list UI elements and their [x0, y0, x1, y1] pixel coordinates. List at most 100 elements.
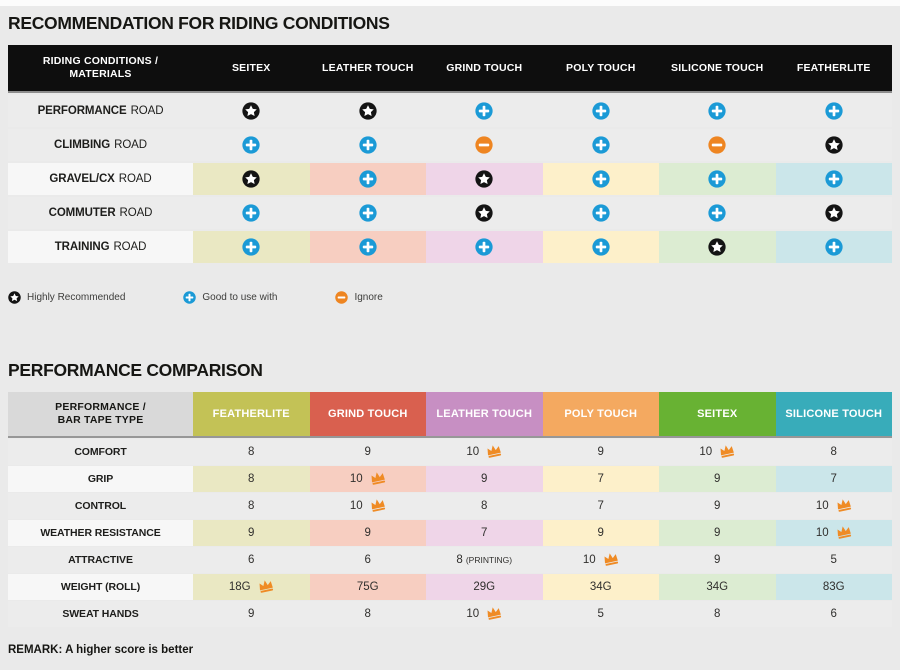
- rating-cell: [193, 197, 310, 229]
- performance-metric-row: WEATHER RESISTANCE 9 9 7 9 9 10: [8, 520, 892, 546]
- plus-icon: [242, 204, 260, 222]
- score-cell: 8: [309, 601, 426, 627]
- star-icon: [242, 102, 260, 120]
- material-column-header: POLY TOUCH: [566, 61, 636, 74]
- rating-cell: [426, 231, 543, 263]
- crown-icon: [487, 444, 502, 458]
- plus-icon: [475, 102, 493, 120]
- rating-cell: [775, 197, 892, 229]
- metric-label: GRIP: [8, 466, 193, 492]
- score-value: 9: [248, 608, 255, 620]
- condition-name: CLIMBING: [54, 139, 111, 151]
- plus-icon: [825, 238, 843, 256]
- plus-icon: [183, 290, 197, 304]
- score-value: 8: [364, 608, 371, 620]
- score-cell: 9: [193, 520, 310, 546]
- plus-icon: [359, 204, 377, 222]
- score-value: 9: [714, 500, 721, 512]
- rating-cell: [775, 231, 892, 263]
- rating-cell: [309, 231, 426, 263]
- star-icon: [359, 102, 377, 120]
- plus-icon: [359, 136, 377, 154]
- rating-cell: [426, 197, 543, 229]
- performance-metric-row: CONTROL 8 10 8 7 9 10: [8, 493, 892, 519]
- riding-conditions-title: RECOMMENDATION FOR RIDING CONDITIONS: [8, 13, 390, 33]
- metric-label: ATTRACTIVE: [8, 547, 193, 573]
- score-value: 8: [248, 446, 255, 458]
- legend-item: Good to use with: [183, 290, 277, 304]
- rating-legend: Highly Recommended Good to use with Ignore: [8, 290, 892, 304]
- score-value: 8: [248, 473, 255, 485]
- score-cell: 8: [193, 439, 310, 465]
- minus-icon: [708, 136, 726, 154]
- rating-cell: [659, 231, 776, 263]
- score-cell: 7: [426, 520, 543, 546]
- rating-cell: [775, 129, 892, 161]
- score-value: 5: [830, 554, 837, 566]
- plus-icon: [708, 204, 726, 222]
- score-cell: 10: [775, 493, 892, 519]
- score-cell: 9: [659, 493, 776, 519]
- rating-cell: [542, 197, 659, 229]
- score-value: 9: [714, 527, 721, 539]
- score-value: 9: [248, 527, 255, 539]
- header-line: BAR TAPE TYPE: [57, 414, 144, 426]
- score-cell: 6: [775, 601, 892, 627]
- score-cell: 9: [309, 520, 426, 546]
- plus-icon: [708, 102, 726, 120]
- plus-icon: [242, 238, 260, 256]
- score-cell: 34G: [542, 574, 659, 600]
- legend-item: Highly Recommended: [8, 290, 125, 304]
- score-cell: 18G: [193, 574, 310, 600]
- performance-metric-row: ATTRACTIVE 6 6 8 (PRINTING) 10 9 5: [8, 547, 892, 573]
- rating-cell: [309, 163, 426, 195]
- score-cell: 83G: [775, 574, 892, 600]
- score-value: 10: [349, 473, 363, 485]
- material-column-header: LEATHER TOUCH: [322, 61, 414, 74]
- condition-category: ROAD: [119, 207, 153, 219]
- score-cell: 10: [309, 466, 426, 492]
- plus-icon: [592, 136, 610, 154]
- score-cell: 10: [659, 439, 776, 465]
- riding-conditions-table: RIDING CONDITIONS / MATERIALS SEITEX LEATHE…: [8, 45, 892, 263]
- header-line: PERFORMANCE /: [55, 401, 146, 413]
- metric-label: SWEAT HANDS: [8, 601, 193, 627]
- plus-icon: [359, 238, 377, 256]
- riding-table-header-row: RIDING CONDITIONS / MATERIALS SEITEX LEATHE…: [8, 45, 892, 93]
- top-strip: [0, 0, 900, 6]
- score-value: 10: [466, 608, 480, 620]
- header-line: MATERIALS: [69, 68, 132, 80]
- condition-category: ROAD: [118, 173, 152, 185]
- bar-tape-column-header: SEITEX: [659, 392, 776, 436]
- rating-cell: [309, 129, 426, 161]
- score-cell: 8 (PRINTING): [426, 547, 543, 573]
- score-cell: 9: [542, 520, 659, 546]
- performance-metric-row: COMFORT 8 9 10 9 10 8: [8, 439, 892, 465]
- score-value: 10: [466, 446, 480, 458]
- score-cell: 29G: [426, 574, 543, 600]
- score-value: 9: [364, 446, 371, 458]
- header-line: RIDING CONDITIONS /: [42, 55, 159, 67]
- score-cell: 6: [193, 547, 310, 573]
- score-value: 10: [582, 554, 596, 566]
- score-note: (PRINTING): [465, 555, 513, 565]
- score-cell: 9: [659, 547, 776, 573]
- score-cell: 7: [775, 466, 892, 492]
- rating-cell: [426, 95, 543, 127]
- score-cell: 8: [193, 493, 310, 519]
- condition-name: TRAINING: [54, 241, 110, 253]
- score-cell: 8: [193, 466, 310, 492]
- performance-table-header-row: PERFORMANCE / BAR TAPE TYPE FEATHERLITE GRI…: [8, 392, 892, 438]
- condition-name: PERFORMANCE: [37, 105, 127, 117]
- score-cell: 75G: [309, 574, 426, 600]
- plus-icon: [359, 170, 377, 188]
- rating-cell: [193, 129, 310, 161]
- star-icon: [475, 204, 493, 222]
- metric-label: COMFORT: [8, 439, 193, 465]
- score-value: 18G: [228, 581, 251, 593]
- score-value: 9: [597, 527, 604, 539]
- minus-icon: [475, 136, 493, 154]
- rating-cell: [193, 231, 310, 263]
- score-cell: 10: [542, 547, 659, 573]
- plus-icon: [475, 238, 493, 256]
